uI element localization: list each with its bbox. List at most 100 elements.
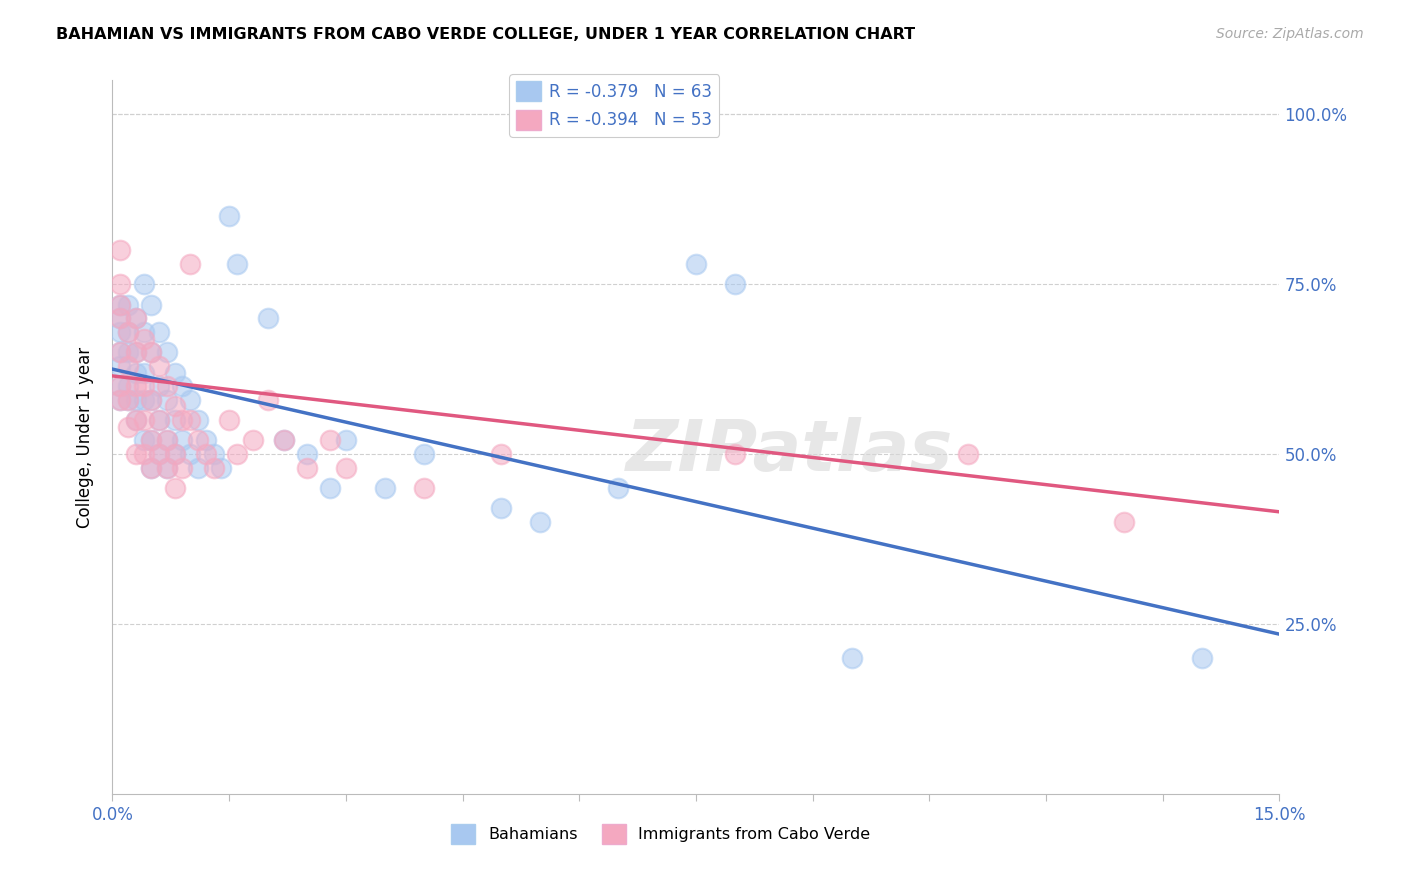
Point <box>957 447 980 461</box>
Point <box>194 434 217 448</box>
Point <box>110 379 132 393</box>
Point <box>529 515 551 529</box>
Point <box>273 434 295 448</box>
Point <box>412 481 434 495</box>
Point <box>148 447 170 461</box>
Point <box>132 447 155 461</box>
Point <box>179 392 201 407</box>
Point <box>125 366 148 380</box>
Point <box>1112 515 1135 529</box>
Point <box>319 481 342 495</box>
Point <box>110 243 132 257</box>
Point <box>257 311 280 326</box>
Point <box>125 311 148 326</box>
Point <box>141 434 163 448</box>
Point <box>141 460 163 475</box>
Point <box>163 366 186 380</box>
Point <box>141 345 163 359</box>
Point <box>163 400 186 414</box>
Text: Source: ZipAtlas.com: Source: ZipAtlas.com <box>1216 27 1364 41</box>
Point <box>156 392 179 407</box>
Point <box>148 413 170 427</box>
Point <box>172 460 194 475</box>
Point <box>179 413 201 427</box>
Point <box>132 277 155 292</box>
Point <box>607 481 630 495</box>
Point <box>841 651 863 665</box>
Point <box>110 277 132 292</box>
Point <box>218 413 240 427</box>
Point <box>117 297 139 311</box>
Point <box>125 413 148 427</box>
Point <box>218 209 240 223</box>
Point <box>117 325 139 339</box>
Point <box>202 447 225 461</box>
Point <box>156 345 179 359</box>
Point <box>110 297 132 311</box>
Legend: Bahamians, Immigrants from Cabo Verde: Bahamians, Immigrants from Cabo Verde <box>446 818 877 850</box>
Point <box>125 413 148 427</box>
Point <box>117 325 139 339</box>
Point <box>141 345 163 359</box>
Point <box>187 413 209 427</box>
Point <box>117 345 139 359</box>
Point <box>295 447 318 461</box>
Point <box>194 447 217 461</box>
Point <box>172 379 194 393</box>
Point <box>117 379 139 393</box>
Point <box>125 392 148 407</box>
Point <box>117 392 139 407</box>
Point <box>724 277 747 292</box>
Point <box>117 359 139 373</box>
Point <box>132 379 155 393</box>
Point <box>685 257 707 271</box>
Point <box>148 413 170 427</box>
Point <box>172 413 194 427</box>
Point <box>148 379 170 393</box>
Point <box>209 460 232 475</box>
Point <box>125 345 148 359</box>
Point <box>491 501 513 516</box>
Point <box>141 460 163 475</box>
Point <box>226 257 249 271</box>
Point <box>125 379 148 393</box>
Point <box>163 447 186 461</box>
Point <box>156 434 179 448</box>
Point <box>179 447 201 461</box>
Point <box>141 392 163 407</box>
Point <box>179 257 201 271</box>
Text: BAHAMIAN VS IMMIGRANTS FROM CABO VERDE COLLEGE, UNDER 1 YEAR CORRELATION CHART: BAHAMIAN VS IMMIGRANTS FROM CABO VERDE C… <box>56 27 915 42</box>
Point <box>156 460 179 475</box>
Point <box>335 460 357 475</box>
Point <box>132 366 155 380</box>
Point <box>110 345 132 359</box>
Point <box>132 413 155 427</box>
Point <box>335 434 357 448</box>
Point <box>148 359 170 373</box>
Point <box>156 434 179 448</box>
Point <box>226 447 249 461</box>
Point <box>172 434 194 448</box>
Point <box>110 311 132 326</box>
Point <box>202 460 225 475</box>
Point <box>125 345 148 359</box>
Point <box>141 434 163 448</box>
Point <box>132 434 155 448</box>
Point <box>110 345 132 359</box>
Point <box>163 413 186 427</box>
Point <box>141 392 163 407</box>
Point <box>242 434 264 448</box>
Point <box>110 379 132 393</box>
Point <box>412 447 434 461</box>
Point <box>156 460 179 475</box>
Point <box>110 325 132 339</box>
Point <box>148 325 170 339</box>
Point <box>110 311 132 326</box>
Point <box>163 447 186 461</box>
Point <box>273 434 295 448</box>
Point <box>491 447 513 461</box>
Point <box>110 392 132 407</box>
Point <box>319 434 342 448</box>
Point <box>117 392 139 407</box>
Point <box>141 297 163 311</box>
